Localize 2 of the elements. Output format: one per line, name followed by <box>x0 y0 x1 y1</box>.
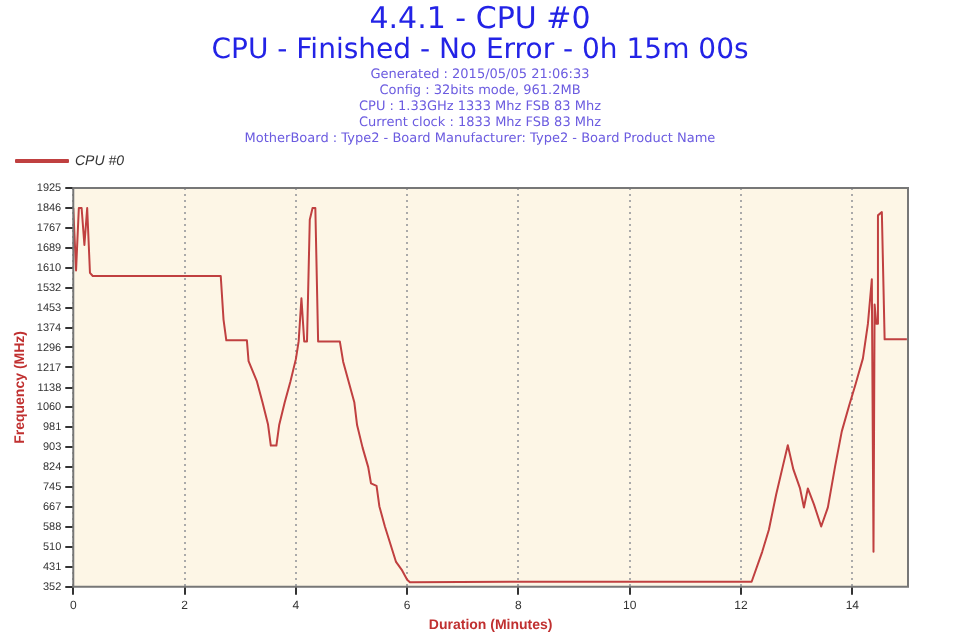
chart-subtitle: CPU - Finished - No Error - 0h 15m 00s <box>209 34 751 66</box>
chart-title: 4.4.1 - CPU #0 <box>367 0 593 36</box>
